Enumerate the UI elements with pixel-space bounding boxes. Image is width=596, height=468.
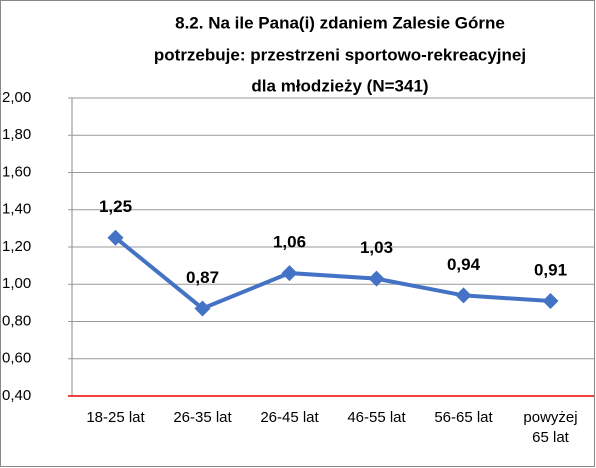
x-tick-label: powyżej 65 lat <box>523 409 578 446</box>
x-tick-label: 26-45 lat <box>260 409 319 426</box>
data-label: 1,25 <box>99 197 132 216</box>
x-tick-label: 26-35 lat <box>173 409 232 426</box>
marker <box>542 293 559 310</box>
y-tick-label: 1,00 <box>2 275 31 292</box>
marker <box>281 265 298 282</box>
marker <box>368 270 385 287</box>
data-label: 0,87 <box>186 268 219 287</box>
y-tick-label: 1,20 <box>2 238 31 255</box>
y-tick-label: 0,80 <box>2 312 31 329</box>
data-label: 1,03 <box>360 238 393 257</box>
y-tick-label: 1,60 <box>2 163 31 180</box>
chart-title: 8.2. Na ile Pana(i) zdaniem Zalesie Górn… <box>175 13 505 32</box>
x-tick-label: 46-55 lat <box>347 409 406 426</box>
marker <box>194 300 211 317</box>
y-tick-label: 1,40 <box>2 201 31 218</box>
marker <box>455 287 472 304</box>
chart-title: potrzebuje: przestrzeni sportowo-rekreac… <box>154 45 526 64</box>
marker <box>107 229 124 246</box>
data-label: 0,94 <box>447 255 481 274</box>
chart-title: dla młodzieży (N=341) <box>251 76 428 95</box>
y-tick-label: 2,00 <box>2 89 31 106</box>
line <box>114 236 551 311</box>
data-label: 0,91 <box>534 260 567 279</box>
data-label: 1,06 <box>273 233 306 252</box>
y-tick-label: 1,80 <box>2 126 31 143</box>
y-tick-label: 0,40 <box>2 387 31 404</box>
x-tick-label: 18-25 lat <box>86 409 145 426</box>
y-tick-label: 0,60 <box>2 350 31 367</box>
x-tick-label: 56-65 lat <box>434 409 493 426</box>
